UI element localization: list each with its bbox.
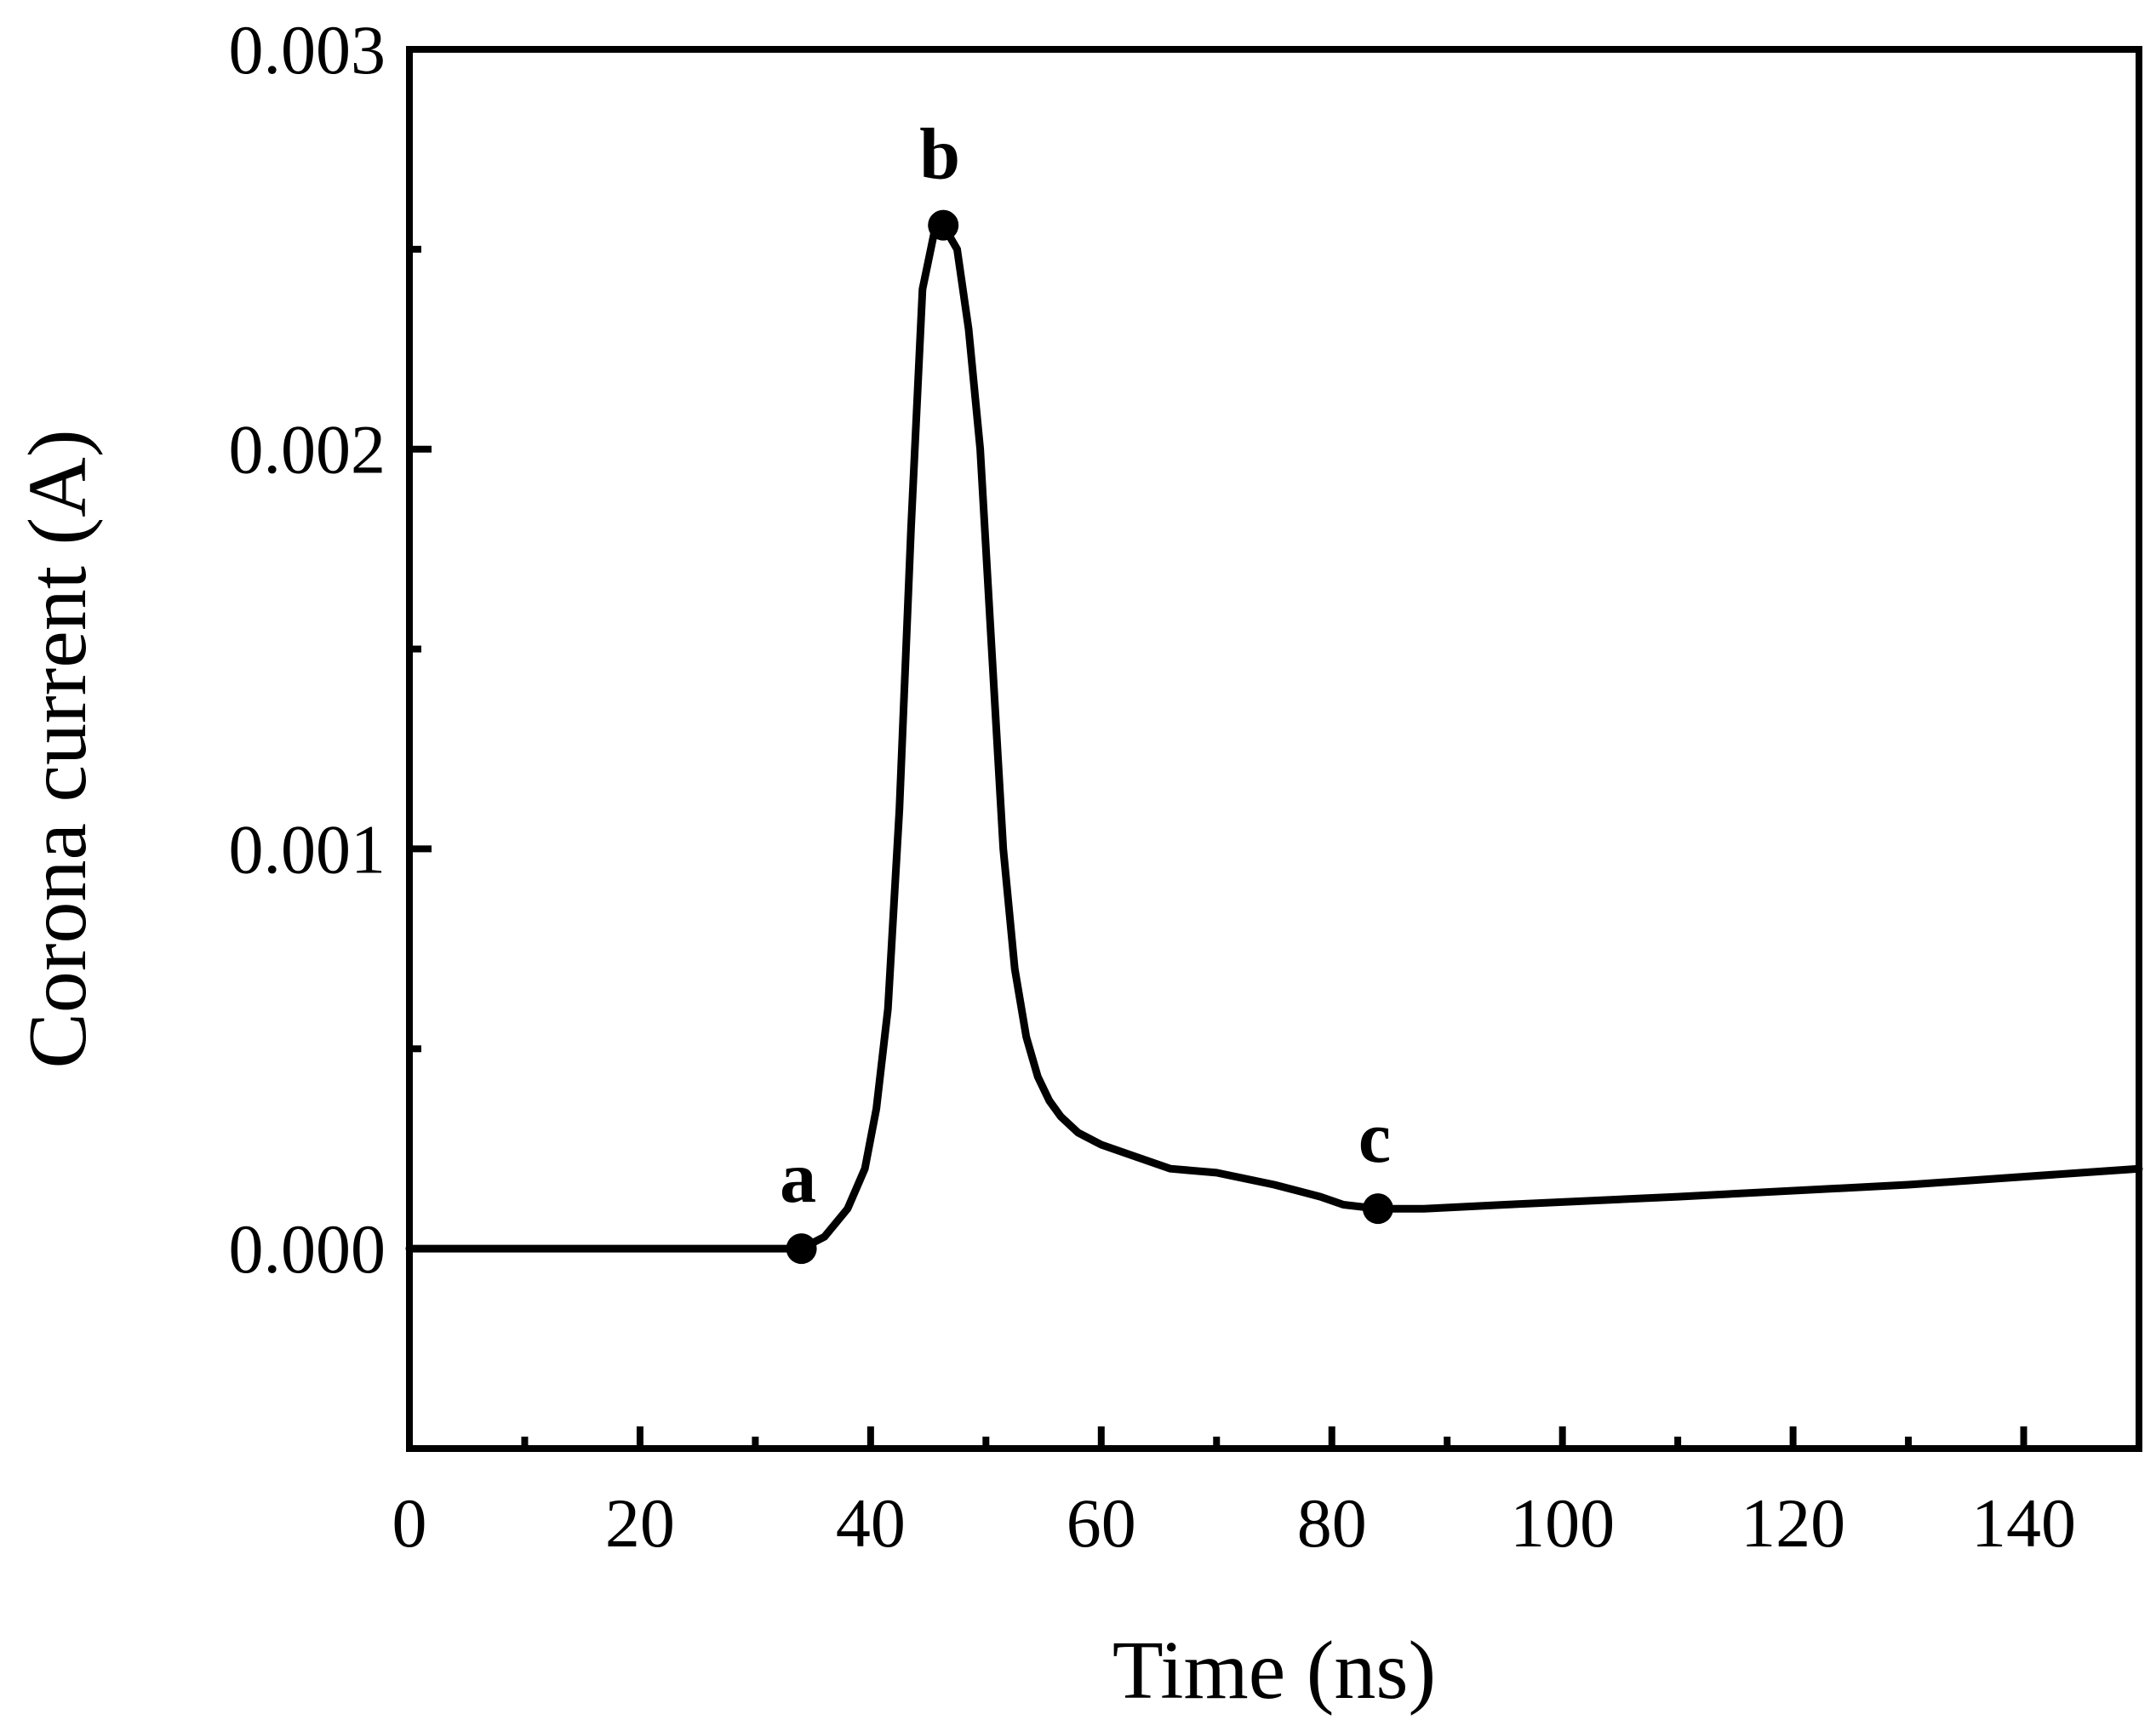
point-label-a: a bbox=[780, 1136, 816, 1218]
tick-labels: 0 20 40 60 80 100 120 140 0.000 0.001 0.002 0.003 bbox=[229, 11, 2077, 1562]
y-tick-label: 0.002 bbox=[229, 411, 386, 489]
x-tick-label: 20 bbox=[605, 1484, 675, 1562]
x-tick-label: 60 bbox=[1067, 1484, 1136, 1562]
y-tick-label: 0.003 bbox=[229, 11, 386, 89]
marker-c bbox=[1362, 1193, 1393, 1225]
point-label-c: c bbox=[1358, 1096, 1391, 1178]
series-line-corona-current bbox=[405, 221, 2143, 1253]
x-tick-label: 120 bbox=[1741, 1484, 1845, 1562]
axis-ticks bbox=[406, 46, 2027, 1449]
y-axis-label: Corona current (A) bbox=[12, 429, 104, 1068]
marker-b bbox=[928, 209, 959, 241]
x-axis-label: Time (ns) bbox=[1112, 1625, 1436, 1717]
y-tick-label: 0.000 bbox=[229, 1210, 386, 1288]
plot-frame bbox=[406, 46, 2142, 1452]
x-tick-label: 140 bbox=[1971, 1484, 2076, 1562]
x-tick-label: 0 bbox=[392, 1484, 427, 1562]
point-label-b: b bbox=[919, 113, 960, 195]
x-tick-label: 80 bbox=[1297, 1484, 1367, 1562]
y-tick-label: 0.001 bbox=[229, 810, 386, 888]
point-annotations: a b c bbox=[780, 113, 1393, 1265]
x-tick-label: 40 bbox=[836, 1484, 906, 1562]
marker-a bbox=[786, 1233, 817, 1265]
x-tick-label: 100 bbox=[1510, 1484, 1615, 1562]
